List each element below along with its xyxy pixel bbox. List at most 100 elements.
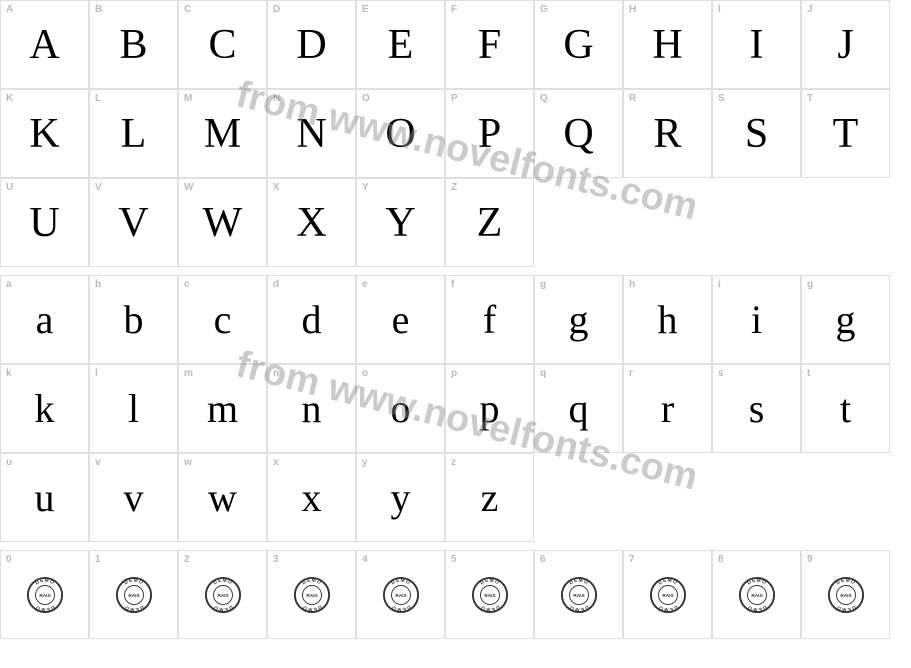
cell-glyph: C	[208, 24, 236, 66]
glyph-cell[interactable]: oo	[356, 364, 445, 453]
demo-stamp-icon: DEMO DEMO RAIS	[649, 576, 687, 614]
glyph-cell[interactable]: LL	[89, 89, 178, 178]
cell-label: 2	[184, 554, 190, 565]
cell-glyph: A	[29, 24, 59, 66]
glyph-cell[interactable]: ww	[178, 453, 267, 542]
glyph-cell[interactable]: vv	[89, 453, 178, 542]
glyph-cell[interactable]: 4 DEMO DEMO RAIS	[356, 550, 445, 639]
glyph-cell[interactable]: 7 DEMO DEMO RAIS	[623, 550, 712, 639]
glyph-cell[interactable]: ss	[712, 364, 801, 453]
cell-label: 5	[451, 554, 457, 565]
cell-glyph: D	[296, 24, 326, 66]
cell-label: u	[6, 457, 12, 468]
glyph-cell[interactable]: EE	[356, 0, 445, 89]
cell-glyph: t	[840, 389, 851, 429]
cell-label: i	[718, 279, 721, 290]
glyph-cell[interactable]: OO	[356, 89, 445, 178]
glyph-cell[interactable]: 6 DEMO DEMO RAIS	[534, 550, 623, 639]
glyph-cell[interactable]: XX	[267, 178, 356, 267]
glyph-cell[interactable]: yy	[356, 453, 445, 542]
glyph-cell[interactable]: ii	[712, 275, 801, 364]
svg-text:RAIS: RAIS	[840, 592, 851, 598]
glyph-cell[interactable]: DD	[267, 0, 356, 89]
cell-glyph: y	[391, 478, 411, 518]
glyph-cell[interactable]: nn	[267, 364, 356, 453]
glyph-cell[interactable]: CC	[178, 0, 267, 89]
glyph-cell[interactable]: ZZ	[445, 178, 534, 267]
glyph-cell[interactable]: BB	[89, 0, 178, 89]
svg-text:RAIS: RAIS	[39, 592, 50, 598]
glyph-cell[interactable]: SS	[712, 89, 801, 178]
glyph-cell[interactable]: WW	[178, 178, 267, 267]
glyph-cell[interactable]: HH	[623, 0, 712, 89]
glyph-cell[interactable]: uu	[0, 453, 89, 542]
glyph-cell[interactable]: UU	[0, 178, 89, 267]
glyph-cell[interactable]: hh	[623, 275, 712, 364]
glyph-cell[interactable]: rr	[623, 364, 712, 453]
glyph-cell[interactable]: qq	[534, 364, 623, 453]
cell-glyph: L	[121, 113, 147, 155]
svg-text:RAIS: RAIS	[395, 592, 406, 598]
glyph-cell[interactable]: MM	[178, 89, 267, 178]
cell-glyph: Z	[477, 202, 503, 244]
glyph-cell[interactable]: VV	[89, 178, 178, 267]
glyph-cell[interactable]: RR	[623, 89, 712, 178]
glyph-cell[interactable]: II	[712, 0, 801, 89]
glyph-cell[interactable]: bb	[89, 275, 178, 364]
cell-glyph: w	[208, 478, 237, 518]
cell-label: m	[184, 368, 193, 379]
cell-label: b	[95, 279, 101, 290]
cell-glyph: d	[302, 300, 322, 340]
glyph-cell[interactable]: ee	[356, 275, 445, 364]
glyph-cell[interactable]: 9 DEMO DEMO RAIS	[801, 550, 890, 639]
cell-label: x	[273, 457, 279, 468]
glyph-cell[interactable]: PP	[445, 89, 534, 178]
glyph-cell[interactable]: gg	[534, 275, 623, 364]
cell-label: 8	[718, 554, 724, 565]
glyph-cell[interactable]: 1 DEMO DEMO RAIS	[89, 550, 178, 639]
glyph-cell[interactable]: GG	[534, 0, 623, 89]
glyph-cell[interactable]: mm	[178, 364, 267, 453]
glyph-cell[interactable]: dd	[267, 275, 356, 364]
cell-glyph: K	[29, 113, 59, 155]
glyph-cell[interactable]: ff	[445, 275, 534, 364]
glyph-cell[interactable]: KK	[0, 89, 89, 178]
demo-stamp-icon: DEMO DEMO RAIS	[827, 576, 865, 614]
glyph-cell[interactable]: 3 DEMO DEMO RAIS	[267, 550, 356, 639]
glyph-cell[interactable]: TT	[801, 89, 890, 178]
glyph-cell[interactable]: aa	[0, 275, 89, 364]
glyph-cell[interactable]: zz	[445, 453, 534, 542]
cell-label: D	[273, 4, 280, 15]
glyph-cell[interactable]: AA	[0, 0, 89, 89]
cell-label: J	[807, 4, 813, 15]
cell-label: X	[273, 182, 280, 193]
cell-glyph: s	[749, 389, 765, 429]
cell-glyph: O	[385, 113, 415, 155]
glyph-cell[interactable]: kk	[0, 364, 89, 453]
glyph-cell[interactable]: YY	[356, 178, 445, 267]
glyph-cell[interactable]: pp	[445, 364, 534, 453]
glyph-cell[interactable]: 0 DEMO DEMO RAIS	[0, 550, 89, 639]
cell-label: t	[807, 368, 810, 379]
cell-glyph: I	[750, 24, 764, 66]
glyph-cell[interactable]: xx	[267, 453, 356, 542]
cell-label: 1	[95, 554, 101, 565]
glyph-cell[interactable]: NN	[267, 89, 356, 178]
glyph-cell[interactable]: FF	[445, 0, 534, 89]
glyph-cell[interactable]: tt	[801, 364, 890, 453]
cell-glyph: k	[35, 389, 55, 429]
glyph-cell[interactable]: JJ	[801, 0, 890, 89]
section-spacer	[0, 267, 911, 275]
glyph-cell[interactable]: 2 DEMO DEMO RAIS	[178, 550, 267, 639]
cell-glyph: Q	[563, 113, 593, 155]
glyph-cell[interactable]: ll	[89, 364, 178, 453]
cell-label: g	[540, 279, 546, 290]
glyph-cell[interactable]: 8 DEMO DEMO RAIS	[712, 550, 801, 639]
glyph-cell[interactable]: 5 DEMO DEMO RAIS	[445, 550, 534, 639]
glyph-cell[interactable]: cc	[178, 275, 267, 364]
demo-stamp-icon: DEMO DEMO RAIS	[560, 576, 598, 614]
cell-label: d	[273, 279, 279, 290]
glyph-cell[interactable]: QQ	[534, 89, 623, 178]
cell-glyph: M	[204, 113, 241, 155]
glyph-cell[interactable]: gg	[801, 275, 890, 364]
